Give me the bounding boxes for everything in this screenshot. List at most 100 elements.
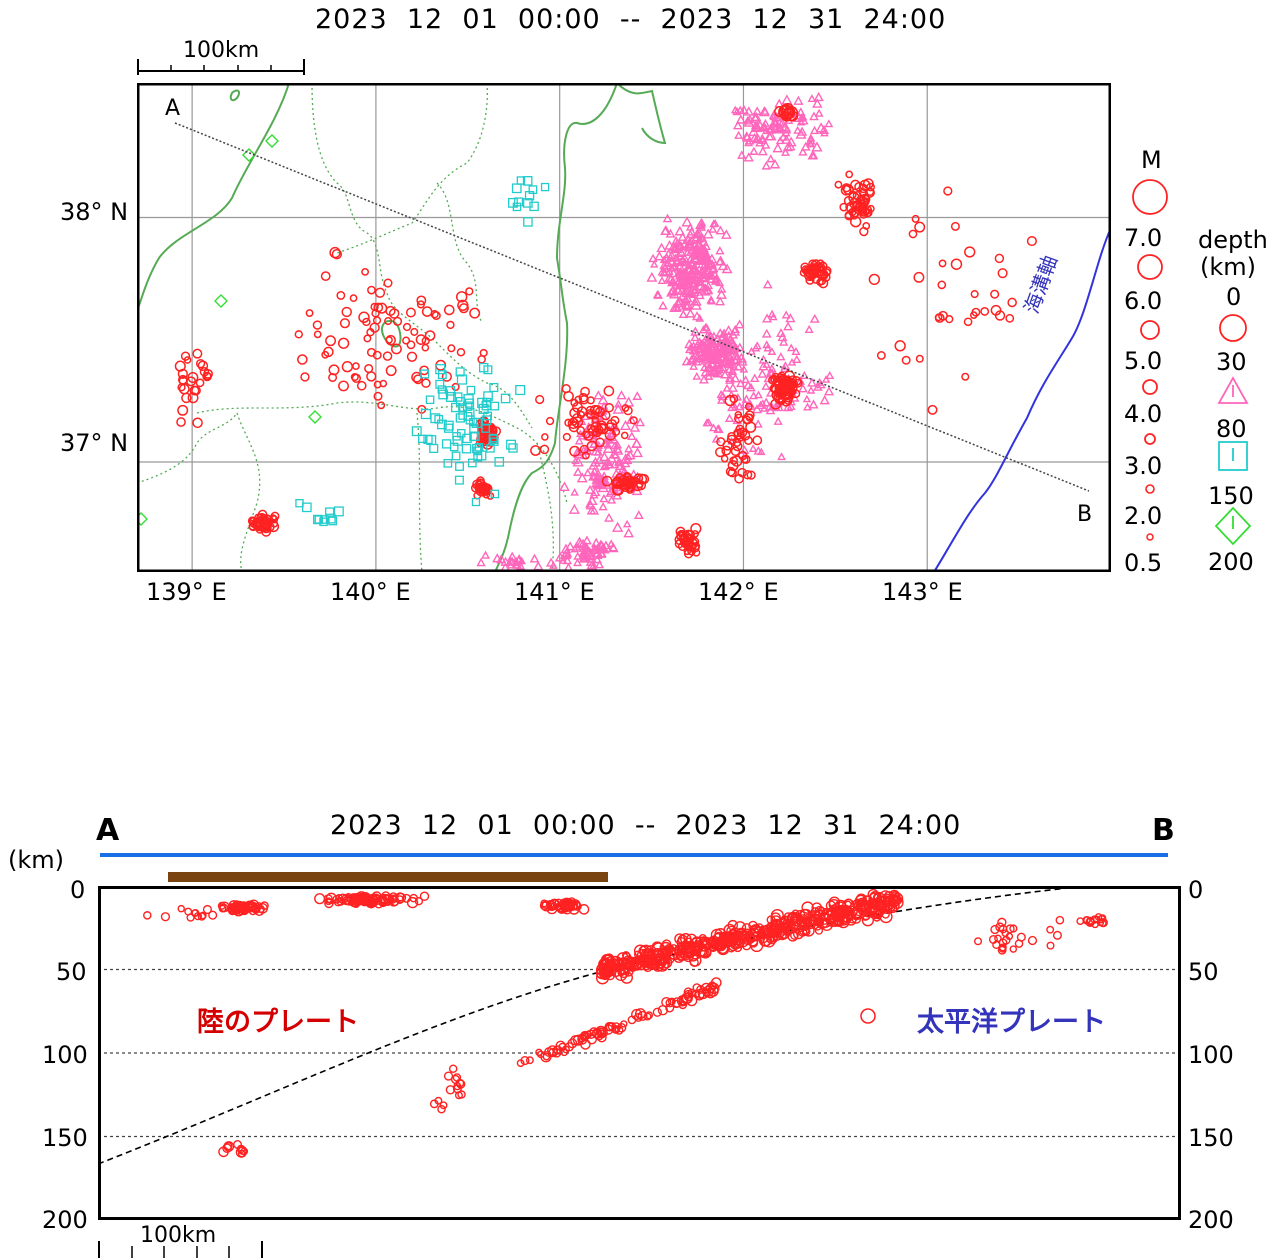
- epicenter-mid: [606, 539, 616, 548]
- epicenter-shallow: [970, 290, 979, 299]
- epicenter-mid: [808, 399, 819, 409]
- epicenter-shallow: [391, 343, 402, 355]
- hypocenter: [224, 1141, 233, 1151]
- epicenter-mid: [507, 556, 518, 566]
- epicenter-mid: [675, 246, 687, 256]
- mag-symbol-3: [1144, 433, 1156, 445]
- epicenter-shallow: [300, 372, 310, 382]
- hypocenter: [637, 1010, 648, 1021]
- hypocenter: [678, 995, 689, 1006]
- epicenter-shallow: [950, 221, 960, 231]
- hypocenter: [616, 1022, 627, 1033]
- epicenter-shallow: [430, 310, 439, 319]
- epicenter-deep: [516, 176, 526, 185]
- epicenter-deep: [478, 403, 489, 414]
- epicenter-shallow: [841, 183, 852, 193]
- epicenter-shallow: [576, 406, 588, 417]
- epicenter-shallow: [908, 229, 918, 239]
- epicenter-deep: [473, 452, 483, 462]
- epicenter-mid: [703, 358, 713, 367]
- epicenter-mid: [713, 348, 723, 357]
- epicenter-mid: [793, 125, 803, 134]
- epicenter-mid: [586, 505, 597, 515]
- epicenter-shallow: [366, 347, 376, 357]
- coastline: [137, 83, 667, 572]
- epicenter-shallow: [377, 401, 386, 410]
- hypocenter: [1046, 925, 1055, 934]
- epicenter-shallow: [1007, 297, 1017, 308]
- epicenter-deep: [452, 432, 461, 441]
- epicenter-shallow: [595, 437, 605, 448]
- epicenter-deep: [449, 442, 459, 452]
- epicenter-mid: [751, 121, 763, 132]
- epicenter-mid: [666, 250, 677, 260]
- epicenter-shallow: [732, 441, 743, 452]
- epicenter-mid: [702, 337, 712, 346]
- epicenter-deep: [522, 176, 533, 186]
- epicenter-mid: [761, 328, 772, 338]
- epicenter-mid: [609, 448, 621, 459]
- epicenter-shallow: [186, 376, 197, 387]
- epicenter-mid: [727, 382, 738, 392]
- epicenter-mid: [623, 527, 635, 538]
- epicenter-mid: [700, 240, 711, 251]
- epicenter-mid: [715, 225, 726, 235]
- epicenter-shallow: [174, 360, 186, 372]
- hypocenter: [539, 901, 549, 911]
- epicenter-mid: [672, 285, 684, 295]
- epicenter-shallow: [611, 427, 621, 436]
- hypocenter: [457, 1090, 466, 1099]
- epicenter-mid: [803, 402, 812, 411]
- epicenter-mid: [732, 106, 742, 116]
- epicenter-shallow: [458, 303, 469, 314]
- epicenter-mid: [716, 395, 726, 404]
- epicenter-shallow: [379, 379, 388, 388]
- epicenter-shallow: [901, 355, 911, 365]
- epicenter-shallow: [369, 322, 380, 333]
- epicenter-shallow: [465, 287, 474, 296]
- epicenter-shallow: [356, 380, 367, 391]
- hypocenter: [197, 912, 207, 921]
- epicenter-deep: [443, 420, 454, 431]
- hypocenter: [1009, 945, 1018, 953]
- epicenter-mid: [819, 395, 830, 405]
- hypocenter: [679, 933, 692, 945]
- hypocenter: [434, 1096, 443, 1105]
- epicenter-mid: [792, 354, 802, 364]
- epicenter-mid: [807, 377, 817, 387]
- epicenter-deep: [325, 507, 335, 517]
- epicenter-mid: [693, 339, 702, 348]
- epicenter-deep: [540, 182, 550, 192]
- hypocenter: [652, 1007, 662, 1017]
- hypocenter: [710, 977, 722, 989]
- epicenter-mid: [545, 557, 557, 567]
- epicenter-mid: [603, 512, 614, 522]
- depth-tick-right-0: 0: [1188, 876, 1204, 904]
- epicenter-shallow: [738, 450, 748, 461]
- epicenter-shallow: [721, 445, 732, 456]
- hypocenter: [604, 953, 615, 964]
- epicenter-shallow: [313, 330, 322, 339]
- epicenter-mid: [807, 94, 817, 103]
- epicenter-mid: [646, 271, 658, 282]
- epicenter-mid: [707, 271, 717, 280]
- epicenter-shallow: [894, 340, 906, 352]
- epicenter-mid: [814, 108, 824, 117]
- hypocenter: [753, 925, 763, 935]
- epicenter-deep: [466, 385, 476, 395]
- epicenter-mid: [781, 147, 790, 156]
- epicenter-shallow: [779, 373, 788, 382]
- epicenter-shallow: [331, 249, 343, 260]
- epicenter-deep: [328, 516, 338, 526]
- epicenter-shallow: [868, 273, 881, 286]
- epicenter-deep: [455, 413, 465, 423]
- epicenter-mid: [604, 458, 615, 469]
- epicenter-mid: [721, 338, 731, 347]
- epicenter-mid: [652, 290, 662, 299]
- epicenter-deep: [437, 419, 447, 430]
- epicenter-shallow: [297, 354, 308, 365]
- epicenter-deep: [523, 198, 533, 208]
- epicenter-shallow: [441, 371, 452, 382]
- epicenter-shallow: [416, 295, 427, 306]
- epicenter-mid: [629, 469, 639, 478]
